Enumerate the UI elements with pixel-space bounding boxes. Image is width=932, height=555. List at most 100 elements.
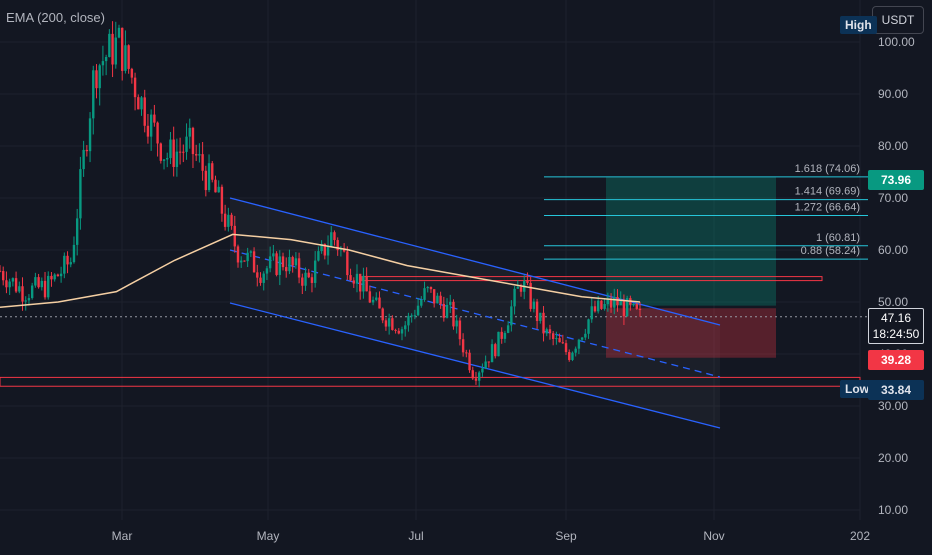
candle-body bbox=[233, 225, 236, 247]
candle-body bbox=[98, 65, 101, 89]
candle-body bbox=[191, 127, 195, 155]
candle-body bbox=[227, 214, 230, 227]
candle-body bbox=[256, 272, 259, 278]
x-tick-label: Nov bbox=[703, 529, 724, 543]
candle-body bbox=[477, 372, 481, 381]
candle-body bbox=[265, 268, 269, 274]
candle-body bbox=[220, 186, 224, 214]
candle-body bbox=[429, 287, 433, 290]
candle-body bbox=[449, 301, 452, 305]
candle-body bbox=[0, 270, 2, 272]
candle-body bbox=[143, 97, 146, 126]
candle-body bbox=[474, 378, 478, 381]
candle-body bbox=[214, 179, 217, 193]
candle-body bbox=[66, 255, 69, 265]
candle-body bbox=[182, 151, 185, 153]
candle-body bbox=[619, 300, 622, 306]
candle-body bbox=[333, 232, 336, 241]
candle-body bbox=[487, 361, 491, 363]
current-price-value: 47.16 bbox=[880, 311, 912, 325]
candle-body bbox=[82, 149, 85, 170]
candle-body bbox=[423, 288, 426, 300]
candle-body bbox=[574, 348, 577, 353]
candle-body bbox=[114, 37, 117, 65]
candle-body bbox=[545, 329, 548, 334]
candle-body bbox=[37, 277, 40, 288]
candle-countdown: 18:24:50 bbox=[872, 327, 920, 341]
candle-body bbox=[404, 325, 407, 330]
y-tick-label: 90.00 bbox=[878, 87, 908, 101]
candle-body bbox=[436, 295, 439, 304]
candle-body bbox=[484, 361, 487, 369]
candle-body bbox=[59, 273, 63, 277]
candle-body bbox=[635, 303, 638, 309]
candle-body bbox=[259, 277, 262, 283]
candle-body bbox=[593, 306, 597, 312]
candle-body bbox=[53, 274, 56, 280]
candle-body bbox=[397, 330, 400, 334]
candle-body bbox=[252, 251, 256, 273]
candle-body bbox=[362, 275, 365, 292]
candle-body bbox=[40, 280, 44, 288]
fib-level-label: 1.414 (69.69) bbox=[795, 186, 860, 198]
x-tick-label: May bbox=[257, 529, 280, 543]
support-line bbox=[0, 376, 861, 387]
y-tick-label: 50.00 bbox=[878, 295, 908, 309]
candle-body bbox=[85, 149, 89, 152]
candle-body bbox=[368, 291, 372, 303]
candle-body bbox=[539, 312, 542, 321]
candle-body bbox=[568, 352, 571, 360]
candle-body bbox=[587, 319, 590, 334]
candle-body bbox=[413, 315, 417, 317]
candle-body bbox=[211, 163, 214, 180]
indicator-legend[interactable]: EMA (200, close) bbox=[6, 10, 105, 25]
candle-body bbox=[600, 300, 603, 309]
candle-body bbox=[349, 275, 352, 281]
candle-body bbox=[355, 273, 359, 284]
candle-body bbox=[532, 301, 536, 309]
stop-zone bbox=[606, 308, 776, 358]
candle-body bbox=[72, 244, 76, 263]
candle-body bbox=[14, 278, 18, 292]
candle-body bbox=[146, 125, 150, 137]
y-tick-label: 100.00 bbox=[878, 35, 915, 49]
candle-body bbox=[108, 33, 111, 57]
candle-body bbox=[471, 370, 474, 379]
candle-body bbox=[603, 303, 606, 309]
candle-body bbox=[272, 253, 275, 257]
x-tick-label: Mar bbox=[112, 529, 133, 543]
x-tick-label: Sep bbox=[555, 529, 577, 543]
candle-body bbox=[307, 272, 310, 278]
candle-body bbox=[121, 27, 124, 71]
candle-body bbox=[410, 315, 413, 317]
currency-button[interactable]: USDT bbox=[872, 6, 924, 34]
candle-body bbox=[236, 246, 240, 263]
candle-body bbox=[304, 272, 307, 286]
low-price-label: 33.84 bbox=[868, 380, 924, 400]
candle-body bbox=[613, 297, 616, 308]
candle-body bbox=[465, 352, 468, 354]
candle-body bbox=[510, 306, 513, 326]
candle-body bbox=[291, 257, 294, 266]
high-tag: High bbox=[840, 16, 877, 34]
candle-body bbox=[297, 258, 301, 278]
target-price-label: 73.96 bbox=[868, 170, 924, 190]
y-tick-label: 20.00 bbox=[878, 451, 908, 465]
candle-body bbox=[387, 318, 391, 327]
stop-price-label: 39.28 bbox=[868, 350, 924, 370]
current-price-label: 47.16 18:24:50 bbox=[868, 308, 924, 344]
y-tick-label: 10.00 bbox=[878, 503, 908, 517]
candle-body bbox=[461, 339, 465, 353]
candle-body bbox=[394, 329, 397, 331]
candle-body bbox=[63, 255, 66, 274]
candle-body bbox=[490, 344, 494, 363]
candle-body bbox=[301, 277, 304, 286]
low-tag: Low bbox=[840, 380, 874, 398]
candle-body bbox=[278, 256, 281, 275]
candle-body bbox=[124, 45, 127, 71]
candle-body bbox=[111, 33, 114, 65]
candle-body bbox=[584, 333, 587, 338]
candle-body bbox=[101, 61, 105, 66]
